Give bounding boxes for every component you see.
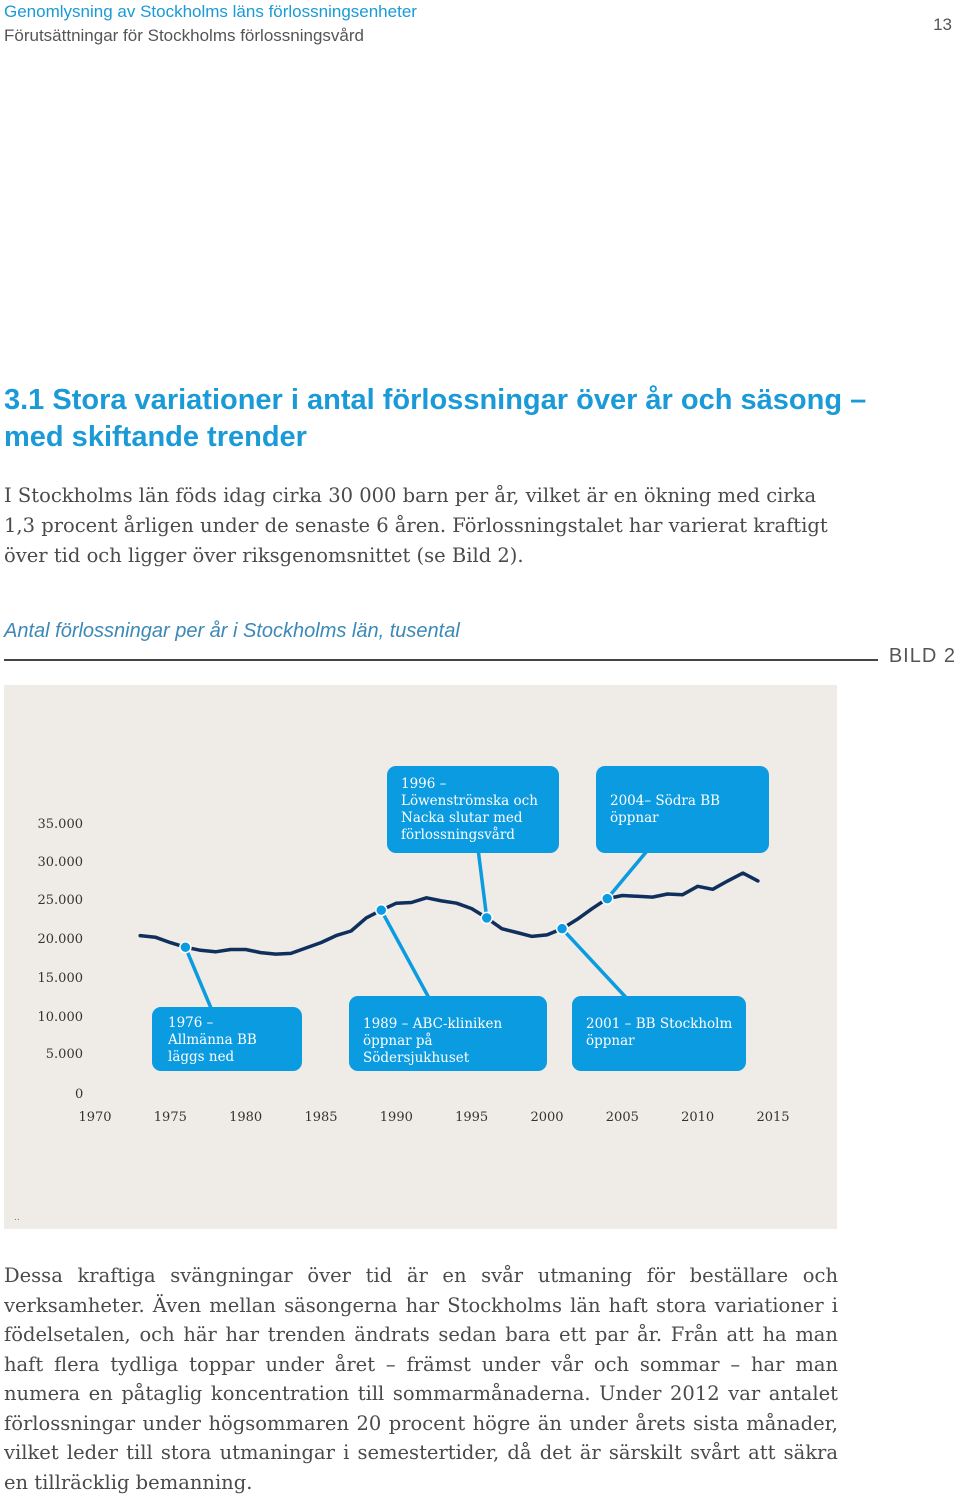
page-number: 13 xyxy=(933,15,952,34)
intro-paragraph: I Stockholms län föds idag cirka 30 000 … xyxy=(4,484,828,567)
annotation-2004-text: 2004– Södra BB öppnar xyxy=(610,793,721,826)
annotation-2001: 2001 – BB Stockholm öppnar xyxy=(572,996,746,1071)
header-subtitle: Förutsättningar för Stockholms förlossni… xyxy=(4,26,364,45)
y-tick-label: 20.000 xyxy=(38,932,84,947)
y-tick-label: 25.000 xyxy=(38,893,84,908)
annotation-1989: 1989 – ABC-kliniken öppnar på Södersjukh… xyxy=(349,996,547,1071)
annotation-1989-text: 1989 – ABC-kliniken öppnar på Södersjukh… xyxy=(363,1016,503,1066)
annotation-1976: 1976 – Allmänna BB läggs ned xyxy=(152,1007,302,1071)
x-tick-label: 2010 xyxy=(681,1110,714,1125)
y-tick-label: 10.000 xyxy=(38,1010,84,1025)
x-tick-label: 2000 xyxy=(530,1110,563,1125)
y-tick-label: 0 xyxy=(75,1087,83,1102)
x-tick-label: 1990 xyxy=(380,1110,413,1125)
data-marker xyxy=(375,903,388,917)
data-marker xyxy=(555,922,569,935)
series-line xyxy=(138,871,760,956)
x-tick-label: 1970 xyxy=(78,1110,111,1125)
x-tick-label: 1980 xyxy=(229,1110,262,1125)
line-chart: 0 5.000 10.000 15.000 20.000 25.000 30.000 35.0… xyxy=(4,685,837,1229)
x-tick-label: 1975 xyxy=(154,1110,187,1125)
chart-footnote: .. xyxy=(14,1213,20,1223)
y-tick-label: 15.000 xyxy=(38,971,84,986)
data-marker xyxy=(480,911,493,925)
data-marker xyxy=(601,892,614,905)
data-marker xyxy=(179,940,192,954)
y-tick-label: 35.000 xyxy=(38,817,84,832)
figure-caption: Antal förlossningar per år i Stockholms … xyxy=(4,620,460,642)
header-title: Genomlysning av Stockholms läns förlossn… xyxy=(4,2,417,21)
annotation-1996-text: 1996 – Löwenströmska och Nacka slutar me… xyxy=(401,776,538,843)
x-tick-label: 2005 xyxy=(606,1110,639,1125)
annotation-1976-text: 1976 – Allmänna BB läggs ned xyxy=(168,1015,257,1065)
caption-rule xyxy=(4,659,878,661)
x-tick-label: 1995 xyxy=(455,1110,488,1125)
section-heading: 3.1 Stora variationer i antal förlossnin… xyxy=(4,384,867,453)
figure-label: BILD 2 xyxy=(888,645,956,667)
y-tick-label: 30.000 xyxy=(38,855,84,870)
annotation-2004: 2004– Södra BB öppnar xyxy=(596,766,769,853)
body-paragraph: Dessa kraftiga svängningar över tid är e… xyxy=(4,1264,838,1494)
x-tick-label: 1985 xyxy=(304,1110,337,1125)
x-tick-label: 2015 xyxy=(756,1110,789,1125)
annotation-2001-text: 2001 – BB Stockholm öppnar xyxy=(586,1016,733,1049)
annotation-1996: 1996 – Löwenströmska och Nacka slutar me… xyxy=(387,766,559,853)
y-tick-label: 5.000 xyxy=(46,1047,83,1062)
